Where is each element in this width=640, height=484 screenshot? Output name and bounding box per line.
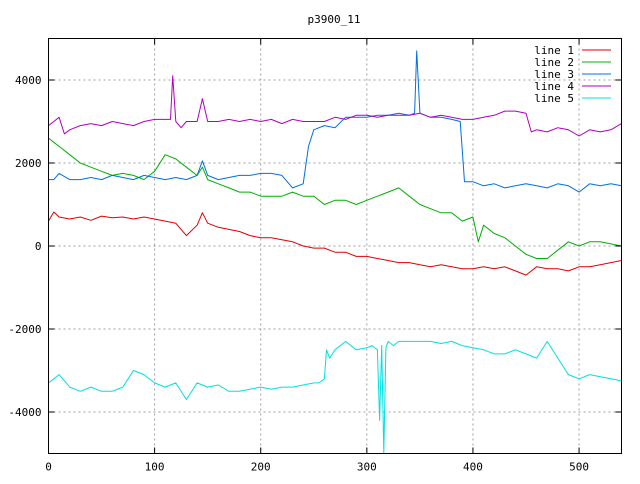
legend-label: line 1 [534, 44, 574, 57]
y-tick-label: 0 [35, 240, 42, 253]
ticks: 0 100 200 300 400 500 -4000 -2000 0 2000 4000 [8, 38, 622, 474]
x-tick-label: 0 [45, 461, 52, 474]
chart-title: p3900_11 [308, 13, 361, 26]
series-line-4 [48, 75, 622, 137]
series-line-5 [48, 340, 622, 454]
legend-label: line 3 [534, 68, 574, 81]
legend-label: line 5 [534, 92, 574, 105]
y-tick-label: 4000 [15, 74, 42, 87]
series-group [48, 50, 622, 454]
grid [48, 38, 622, 454]
x-tick-label: 400 [463, 461, 483, 474]
legend-label: line 4 [534, 80, 574, 93]
series-layer [48, 50, 622, 454]
series-line-3 [48, 50, 622, 193]
legend-label: line 2 [534, 56, 574, 69]
y-tick-label: 2000 [15, 157, 42, 170]
series-line-1 [48, 211, 622, 276]
x-tick-label: 300 [357, 461, 377, 474]
y-tick-label: -4000 [8, 406, 41, 419]
x-tick-label: 100 [145, 461, 165, 474]
y-tick-label: -2000 [8, 323, 41, 336]
x-tick-label: 200 [251, 461, 271, 474]
x-tick-label: 500 [569, 461, 589, 474]
